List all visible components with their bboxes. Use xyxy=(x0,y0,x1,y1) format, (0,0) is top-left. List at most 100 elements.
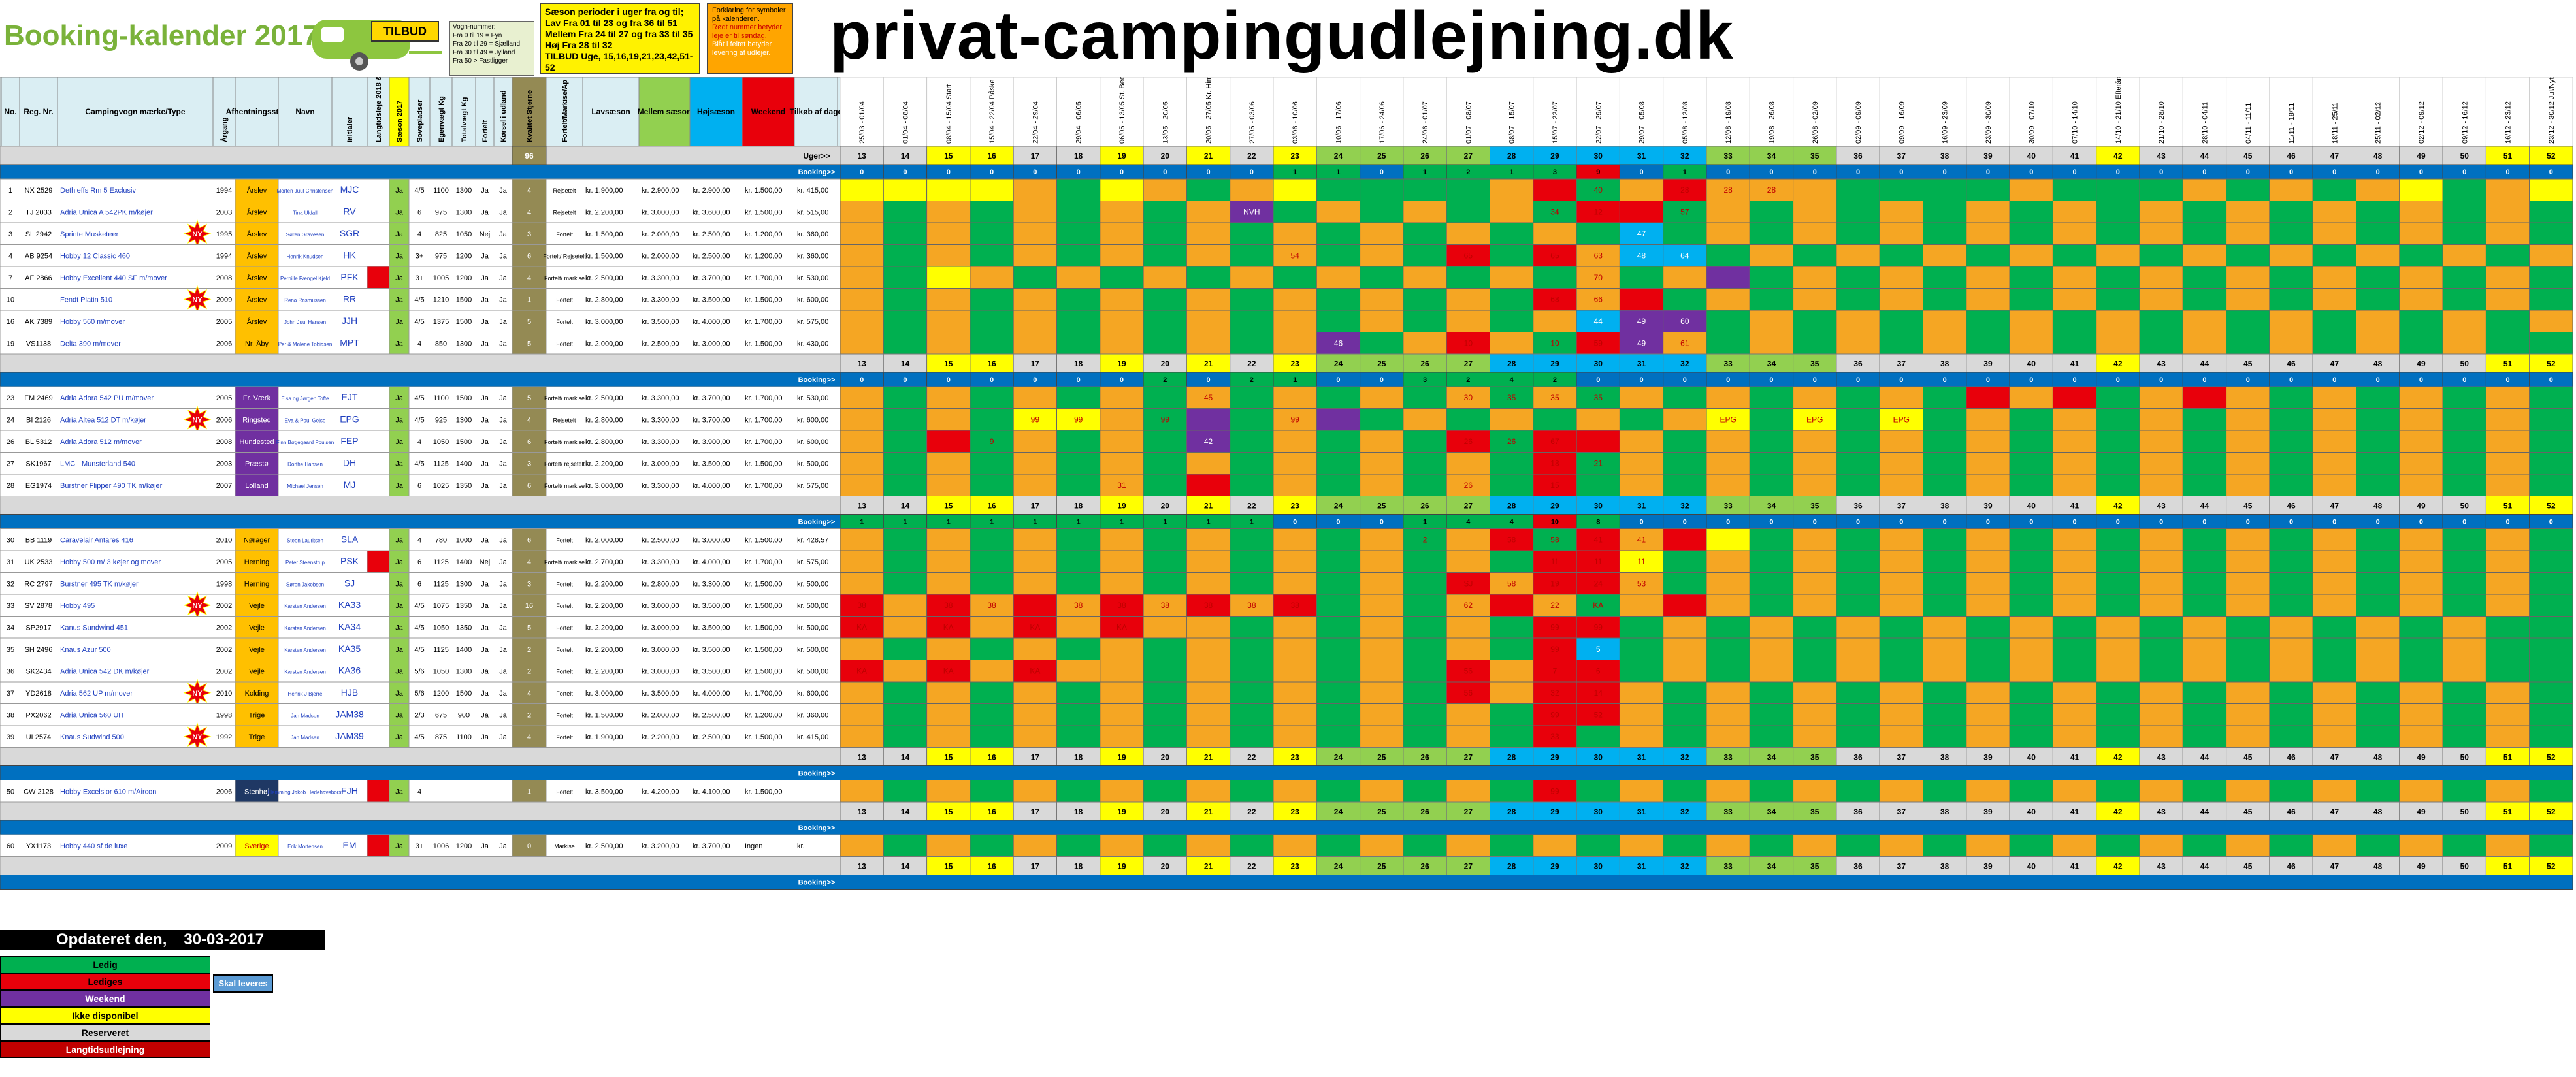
calendar-cell[interactable] xyxy=(2182,310,2227,332)
calendar-cell[interactable] xyxy=(2096,430,2140,453)
calendar-cell[interactable] xyxy=(1143,310,1187,332)
calendar-cell[interactable] xyxy=(883,178,928,201)
cell-name[interactable]: LMC - Munsterland 540 xyxy=(60,460,135,468)
calendar-cell[interactable] xyxy=(1273,452,1317,475)
calendar-cell[interactable] xyxy=(2096,244,2140,267)
calendar-cell[interactable] xyxy=(1143,332,1187,355)
calendar-cell[interactable] xyxy=(2356,528,2400,551)
calendar-cell[interactable] xyxy=(2399,637,2443,660)
calendar-cell[interactable] xyxy=(1533,332,1577,355)
calendar-cell[interactable] xyxy=(2052,332,2097,355)
calendar-cell[interactable] xyxy=(2312,681,2356,704)
calendar-cell[interactable] xyxy=(1446,386,1490,409)
calendar-cell[interactable] xyxy=(2529,528,2573,551)
calendar-cell[interactable] xyxy=(1143,452,1187,475)
calendar-cell[interactable] xyxy=(1533,310,1577,332)
calendar-cell[interactable] xyxy=(1013,408,1057,431)
calendar-cell[interactable] xyxy=(2485,266,2530,289)
cell-owner[interactable]: Karsten Andersen xyxy=(284,603,326,609)
calendar-cell[interactable] xyxy=(1056,550,1101,573)
table-row[interactable] xyxy=(0,201,841,223)
calendar-cell[interactable] xyxy=(1230,244,1274,267)
calendar-cell[interactable] xyxy=(1663,178,1707,201)
calendar-cell[interactable] xyxy=(1143,244,1187,267)
calendar-cell[interactable] xyxy=(2009,222,2053,245)
calendar-cell[interactable] xyxy=(2485,288,2530,311)
calendar-cell[interactable] xyxy=(1533,266,1577,289)
calendar-cell[interactable] xyxy=(883,703,928,726)
calendar-cell[interactable] xyxy=(2009,550,2053,573)
calendar-cell[interactable] xyxy=(840,572,884,595)
calendar-cell[interactable] xyxy=(840,408,884,431)
calendar-cell[interactable] xyxy=(1836,474,1880,496)
calendar-cell[interactable] xyxy=(1923,288,1967,311)
table-row[interactable] xyxy=(0,780,841,803)
calendar-cell[interactable] xyxy=(2052,310,2097,332)
calendar-cell[interactable] xyxy=(1663,332,1707,355)
calendar-cell[interactable] xyxy=(1663,703,1707,726)
calendar-cell[interactable] xyxy=(1619,386,1664,409)
calendar-cell[interactable] xyxy=(1056,288,1101,311)
calendar-cell[interactable] xyxy=(1186,452,1231,475)
calendar-cell[interactable] xyxy=(1143,681,1187,704)
calendar-cell[interactable] xyxy=(1966,266,2010,289)
calendar-cell[interactable] xyxy=(2485,681,2530,704)
calendar-cell[interactable] xyxy=(2399,430,2443,453)
calendar-cell[interactable] xyxy=(2312,780,2356,803)
cell-init[interactable]: MJ xyxy=(344,479,356,490)
calendar-cell[interactable] xyxy=(1403,408,1447,431)
calendar-cell[interactable] xyxy=(1316,616,1361,639)
calendar-cell[interactable] xyxy=(1316,474,1361,496)
calendar-cell[interactable] xyxy=(1879,637,1923,660)
calendar-cell[interactable] xyxy=(1316,266,1361,289)
calendar-cell[interactable] xyxy=(2442,725,2486,748)
calendar-cell[interactable] xyxy=(1100,572,1144,595)
calendar-cell[interactable] xyxy=(1663,201,1707,223)
calendar-cell[interactable] xyxy=(1013,288,1057,311)
calendar-cell[interactable] xyxy=(2399,474,2443,496)
calendar-cell[interactable] xyxy=(1663,222,1707,245)
calendar-cell[interactable] xyxy=(2096,332,2140,355)
calendar-cell[interactable] xyxy=(1749,637,1794,660)
calendar-cell[interactable] xyxy=(1230,474,1274,496)
calendar-cell[interactable] xyxy=(1403,332,1447,355)
calendar-cell[interactable] xyxy=(2356,474,2400,496)
calendar-cell[interactable] xyxy=(2052,178,2097,201)
calendar-cell[interactable] xyxy=(2399,725,2443,748)
cell-init[interactable]: KA34 xyxy=(338,621,361,632)
calendar-cell[interactable] xyxy=(2096,222,2140,245)
calendar-cell[interactable] xyxy=(883,244,928,267)
calendar-cell[interactable] xyxy=(2485,660,2530,683)
calendar-cell[interactable] xyxy=(1793,408,1837,431)
calendar-cell[interactable] xyxy=(1013,780,1057,803)
calendar-cell[interactable] xyxy=(1490,332,1534,355)
calendar-cell[interactable] xyxy=(883,474,928,496)
calendar-cell[interactable] xyxy=(1143,222,1187,245)
calendar-cell[interactable] xyxy=(2356,594,2400,617)
calendar-cell[interactable] xyxy=(2226,222,2270,245)
calendar-cell[interactable] xyxy=(1966,637,2010,660)
calendar-cell[interactable] xyxy=(1013,834,1057,857)
table-row[interactable] xyxy=(0,637,841,660)
calendar-cell[interactable] xyxy=(2399,244,2443,267)
calendar-cell[interactable] xyxy=(2485,725,2530,748)
calendar-cell[interactable] xyxy=(1923,474,1967,496)
calendar-cell[interactable] xyxy=(1793,288,1837,311)
calendar-cell[interactable] xyxy=(1923,266,1967,289)
calendar-cell[interactable] xyxy=(2269,178,2313,201)
calendar-cell[interactable] xyxy=(2182,637,2227,660)
calendar-cell[interactable] xyxy=(2182,703,2227,726)
calendar-cell[interactable] xyxy=(970,332,1014,355)
cell-init[interactable]: SGR xyxy=(340,228,359,238)
calendar-cell[interactable] xyxy=(1230,178,1274,201)
calendar-cell[interactable] xyxy=(1879,681,1923,704)
calendar-cell[interactable] xyxy=(2485,222,2530,245)
calendar-cell[interactable] xyxy=(1013,572,1057,595)
calendar-cell[interactable] xyxy=(1230,637,1274,660)
calendar-cell[interactable] xyxy=(2312,408,2356,431)
calendar-cell[interactable] xyxy=(1793,201,1837,223)
cell-init[interactable]: EM xyxy=(343,840,357,850)
calendar-cell[interactable] xyxy=(1360,616,1404,639)
calendar-cell[interactable] xyxy=(1749,386,1794,409)
calendar-cell[interactable] xyxy=(2312,288,2356,311)
